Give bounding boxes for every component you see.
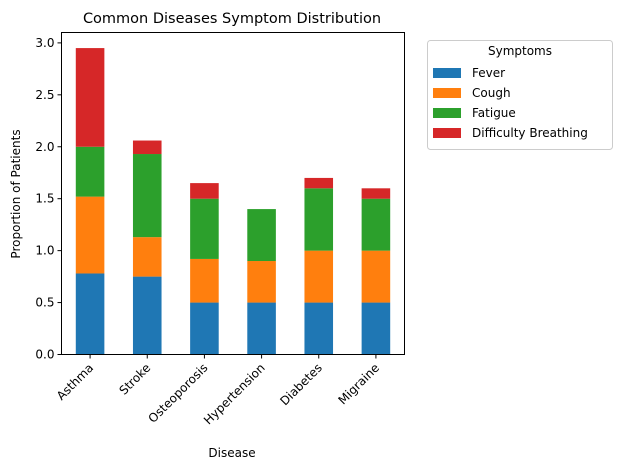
y-tick-label: 1.0 bbox=[35, 244, 54, 258]
y-tick-label: 2.5 bbox=[35, 88, 54, 102]
bar-segment bbox=[132, 154, 162, 238]
bar-segment bbox=[247, 302, 276, 355]
bar-segment bbox=[247, 261, 276, 303]
x-tick-label: Hypertension bbox=[201, 361, 268, 428]
legend-label: Fatigue bbox=[472, 106, 516, 120]
x-tick-label: Diabetes bbox=[277, 361, 325, 409]
legend: Symptoms Fever Cough Fatigue Difficulty Bre… bbox=[427, 40, 613, 150]
legend-swatch bbox=[433, 108, 461, 118]
legend-label: Cough bbox=[472, 86, 511, 100]
legend-frame bbox=[427, 40, 613, 150]
bar-segment bbox=[190, 258, 219, 303]
bar-segment bbox=[304, 302, 334, 355]
bar-segment bbox=[132, 140, 162, 155]
x-tick-label: Osteoporosis bbox=[146, 361, 211, 426]
x-tick-label: Migraine bbox=[335, 361, 382, 408]
y-axis-label: Proportion of Patients bbox=[9, 129, 23, 258]
bar-segment bbox=[190, 302, 219, 355]
legend-title: Symptoms bbox=[488, 44, 552, 58]
y-axis: 0.0 0.5 1.0 1.5 2.0 2.5 3.0 bbox=[35, 36, 62, 362]
y-tick-label: 3.0 bbox=[35, 36, 54, 50]
y-tick-label: 1.5 bbox=[35, 192, 54, 206]
bars-group bbox=[75, 48, 391, 355]
bar-segment bbox=[304, 188, 334, 251]
bar-segment bbox=[361, 302, 391, 355]
bar-segment bbox=[75, 273, 105, 355]
bar-segment bbox=[75, 146, 105, 197]
chart-title: Common Diseases Symptom Distribution bbox=[83, 11, 381, 27]
bar-segment bbox=[361, 198, 391, 251]
x-tick-label: Stroke bbox=[116, 361, 153, 398]
bar-segment bbox=[361, 188, 391, 199]
bar-segment bbox=[132, 276, 162, 355]
plot-frame bbox=[61, 32, 405, 355]
x-axis-label: Disease bbox=[208, 446, 255, 460]
bar-segment bbox=[75, 196, 105, 274]
legend-swatch bbox=[433, 68, 461, 78]
bar-segment bbox=[190, 183, 219, 199]
legend-label: Fever bbox=[472, 66, 505, 80]
bar-segment bbox=[132, 237, 162, 277]
y-tick-label: 2.0 bbox=[35, 140, 54, 154]
bar-segment bbox=[304, 250, 334, 303]
y-tick-label: 0.0 bbox=[35, 348, 54, 362]
bar-segment bbox=[190, 198, 219, 259]
bar-segment bbox=[361, 250, 391, 303]
bar-segment bbox=[304, 177, 334, 189]
x-tick-label: Asthma bbox=[54, 361, 96, 403]
legend-label: Difficulty Breathing bbox=[472, 126, 588, 140]
bar-segment bbox=[247, 209, 276, 262]
legend-swatch bbox=[433, 128, 461, 138]
y-tick-label: 0.5 bbox=[35, 296, 54, 310]
legend-swatch bbox=[433, 88, 461, 98]
bar-segment bbox=[75, 48, 105, 147]
